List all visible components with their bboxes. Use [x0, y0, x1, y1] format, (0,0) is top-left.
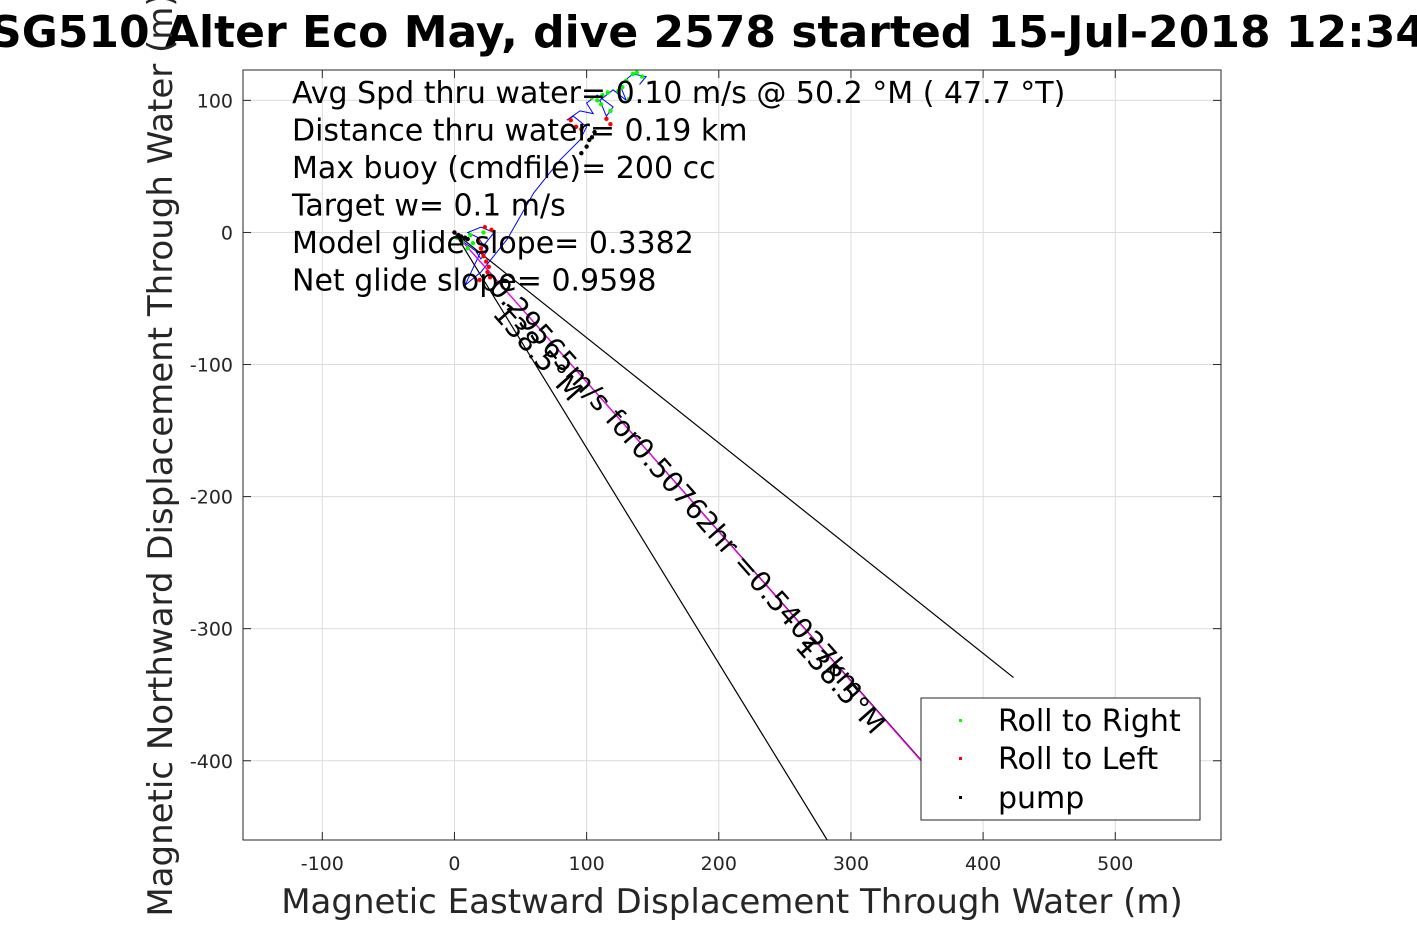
cone-line — [454, 231, 1014, 679]
summary-line: Max buoy (cmdfile)= 200 cc — [292, 151, 716, 186]
track-line — [454, 73, 648, 286]
roll-right-point — [634, 70, 640, 75]
pump-point — [584, 144, 589, 149]
summary-line: Avg Spd thru water= 0.10 m/s @ 50.2 °M (… — [292, 76, 1065, 111]
legend-box — [920, 697, 1201, 821]
y-tick-label: 0 — [221, 222, 233, 244]
dive-summary-text: Avg Spd thru water= 0.10 m/s @ 50.2 °M (… — [291, 76, 1065, 299]
summary-line: Net glide slope= 0.9598 — [292, 264, 656, 299]
roll-left-point — [608, 121, 613, 127]
roll-right-point — [639, 74, 645, 79]
roll-right-point — [600, 92, 605, 98]
legend: Roll to Right Roll to Left pump — [920, 697, 1201, 821]
summary-line: Distance thru water= 0.19 km — [292, 114, 747, 149]
summary-line: Model glide slope= 0.3382 — [292, 226, 694, 261]
roll-left-point — [480, 250, 485, 255]
x-tick-label: 400 — [965, 853, 1001, 875]
roll-right-point — [481, 230, 486, 235]
roll-right-point — [605, 90, 610, 95]
roll-left-point — [482, 224, 488, 230]
roll-left-point — [604, 116, 609, 122]
roll-right-point — [620, 84, 625, 90]
y-tick-label: -300 — [190, 619, 233, 641]
legend-label-roll-left: Roll to Left — [998, 742, 1158, 777]
pump-point — [452, 230, 457, 235]
pump-point — [458, 234, 464, 239]
y-tick-label: -200 — [190, 487, 233, 509]
roll-left-point — [481, 254, 486, 259]
roll-left-point — [476, 238, 481, 243]
roll-right-point — [589, 95, 595, 100]
roll-left-point — [487, 275, 493, 280]
roll-right-point — [460, 240, 465, 246]
x-tick-label: 100 — [568, 853, 604, 875]
roll-left-point — [485, 269, 490, 275]
roll-right-point — [616, 88, 621, 94]
dive-track — [454, 73, 931, 772]
x-tick-label: 200 — [701, 853, 737, 875]
pump-point — [465, 236, 470, 242]
legend-label-roll-right: Roll to Right — [998, 704, 1181, 739]
roll-right-point — [626, 96, 632, 102]
plot-frame — [242, 69, 1222, 841]
cone-line — [453, 232, 828, 840]
y-axis-label: Magnetic Northward Displacement Through … — [141, 0, 181, 917]
roll-right-point — [468, 232, 473, 238]
roll-right-point — [470, 240, 476, 246]
x-axis-label: Magnetic Eastward Displacement Through W… — [281, 882, 1183, 922]
pump-point — [579, 151, 584, 156]
roll-left-point — [568, 117, 573, 123]
summary-line: Target w= 0.1 m/s — [291, 189, 566, 224]
roll-right-point — [608, 108, 613, 114]
roll-left-point — [483, 259, 489, 264]
y-tick-label: 100 — [197, 90, 233, 112]
legend-marker-roll-left — [959, 757, 962, 760]
roll-right-point — [598, 102, 604, 107]
legend-marker-roll-right — [959, 719, 962, 722]
legend-marker-pump — [959, 796, 962, 799]
roll-right-point — [594, 98, 600, 103]
x-tick-label: 0 — [448, 853, 460, 875]
roll-right-point — [630, 71, 636, 77]
axis-ticks: -100 0 100 200 300 400 500 100 0 -100 -200 -300 -400 — [190, 70, 1221, 875]
chart-title: SG510 Alter Eco May, dive 2578 started 1… — [0, 7, 1417, 58]
pump-point — [589, 135, 595, 140]
roll-left-point — [477, 277, 482, 283]
y-tick-label: -400 — [190, 751, 233, 773]
roll-left-point — [579, 127, 584, 132]
roll-left-point — [486, 264, 492, 269]
data-points — [452, 70, 645, 283]
projected-drift-line — [454, 232, 931, 772]
y-tick-label: -100 — [190, 355, 233, 377]
x-tick-label: 500 — [1097, 853, 1133, 875]
x-tick-label: 300 — [833, 853, 869, 875]
roll-right-point — [624, 78, 629, 83]
roll-left-point — [478, 246, 484, 251]
legend-label-pump: pump — [998, 781, 1084, 816]
x-tick-label: -100 — [301, 853, 344, 875]
roll-right-point — [465, 246, 470, 251]
roll-left-point — [573, 124, 579, 129]
pump-point — [592, 129, 597, 135]
roll-left-point — [489, 227, 494, 233]
